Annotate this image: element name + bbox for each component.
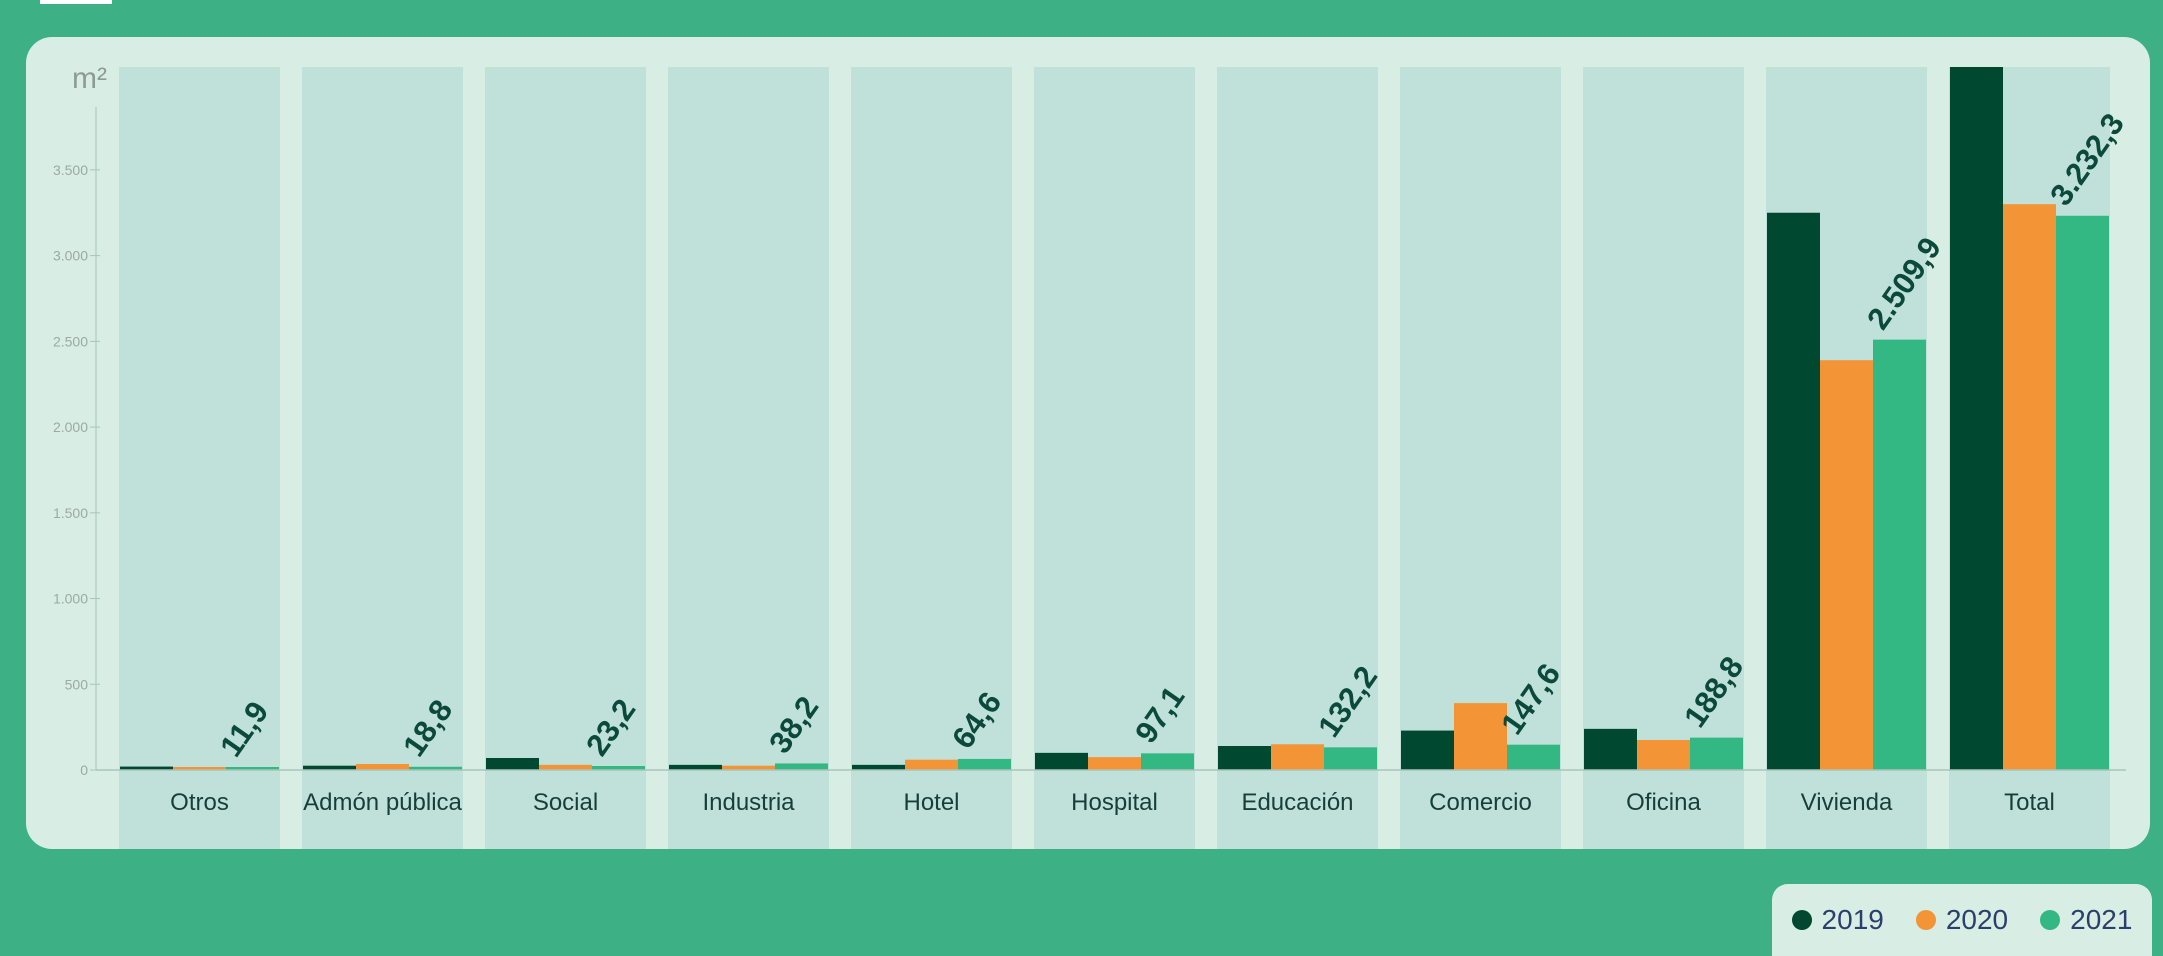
category-label: Hotel	[903, 789, 959, 816]
y-tick-label: 500	[65, 676, 89, 692]
column-background	[851, 67, 1012, 849]
category-label: Otros	[170, 789, 229, 816]
unit-label: m²	[72, 62, 107, 95]
bar-2021	[409, 766, 462, 770]
bar-2021	[1141, 753, 1194, 770]
bar-2020	[356, 763, 409, 770]
bar-2019	[303, 765, 356, 770]
legend-item-2019: 2019	[1791, 904, 1884, 936]
bar-2021	[1690, 737, 1743, 770]
legend-item-2021: 2021	[2040, 904, 2132, 936]
chart-legend: 2019 2020 2021	[1772, 884, 2152, 956]
legend-swatch	[1915, 910, 1936, 930]
bar-2021	[1507, 744, 1560, 770]
bar-2021	[1873, 339, 1926, 770]
bar-2020	[2003, 204, 2056, 771]
y-tick-label: 0	[80, 762, 88, 778]
category-label: Hospital	[1071, 789, 1158, 816]
bar-2019	[486, 757, 539, 770]
column-background	[668, 67, 829, 849]
bar-2020	[1820, 360, 1873, 770]
bar-2021	[592, 766, 645, 770]
bar-2019	[1767, 212, 1820, 770]
bar-2021	[2056, 215, 2109, 770]
bar-2021	[1324, 747, 1377, 770]
y-tick-label: 2.000	[53, 419, 88, 435]
y-tick-label: 1.000	[53, 591, 88, 607]
bar-chart: m²05001.0001.5002.0002.5003.0003.50011,9…	[53, 62, 2131, 849]
y-tick-label: 3.000	[53, 248, 88, 264]
bar-2019	[1401, 730, 1454, 770]
column-background	[1583, 67, 1744, 849]
bar-2020	[1088, 757, 1141, 770]
category-label: Educación	[1241, 789, 1353, 816]
legend-label: 2019	[1821, 904, 1884, 935]
top-left-tab	[40, 0, 112, 4]
column-background	[302, 67, 463, 849]
category-label: Social	[533, 789, 598, 816]
bar-2020	[905, 759, 958, 770]
bar-2019	[669, 764, 722, 770]
bar-2019	[1950, 67, 2003, 770]
bar-2020	[173, 767, 226, 770]
bar-2019	[1584, 728, 1637, 770]
bar-2019	[1218, 745, 1271, 770]
bar-2019	[1035, 752, 1088, 770]
y-tick-label: 3.500	[53, 162, 88, 178]
category-label: Total	[2004, 789, 2055, 816]
bar-2021	[226, 767, 279, 770]
column-background	[1217, 67, 1378, 849]
bar-2020	[1637, 739, 1690, 770]
y-tick-label: 2.500	[53, 333, 88, 349]
legend-swatch	[1791, 910, 1812, 930]
legend-label: 2021	[2070, 904, 2133, 935]
category-label: Admón pública	[303, 789, 462, 816]
bar-2019	[120, 766, 173, 770]
legend-item-2020: 2020	[1915, 904, 2009, 936]
column-background	[485, 67, 646, 849]
legend-swatch	[2040, 910, 2061, 930]
y-tick-label: 1.500	[53, 505, 88, 521]
legend-label: 2020	[1945, 904, 2009, 935]
column-background	[119, 67, 280, 849]
bar-2020	[722, 765, 775, 770]
bar-2020	[1271, 744, 1324, 770]
category-label: Industria	[702, 789, 795, 816]
category-label: Vivienda	[1801, 789, 1893, 816]
chart-panel: m² 0 500 1.000 1.500 2.000 2.500 3.000 3.500 11,9…	[26, 37, 2150, 849]
category-label: Comercio	[1429, 789, 1532, 816]
bar-2020	[539, 764, 592, 770]
bar-2021	[775, 763, 828, 770]
bar-2021	[958, 758, 1011, 770]
bar-2020	[1454, 703, 1507, 770]
column-background	[1034, 67, 1195, 849]
category-label: Oficina	[1626, 789, 1701, 816]
bar-2019	[852, 764, 905, 770]
